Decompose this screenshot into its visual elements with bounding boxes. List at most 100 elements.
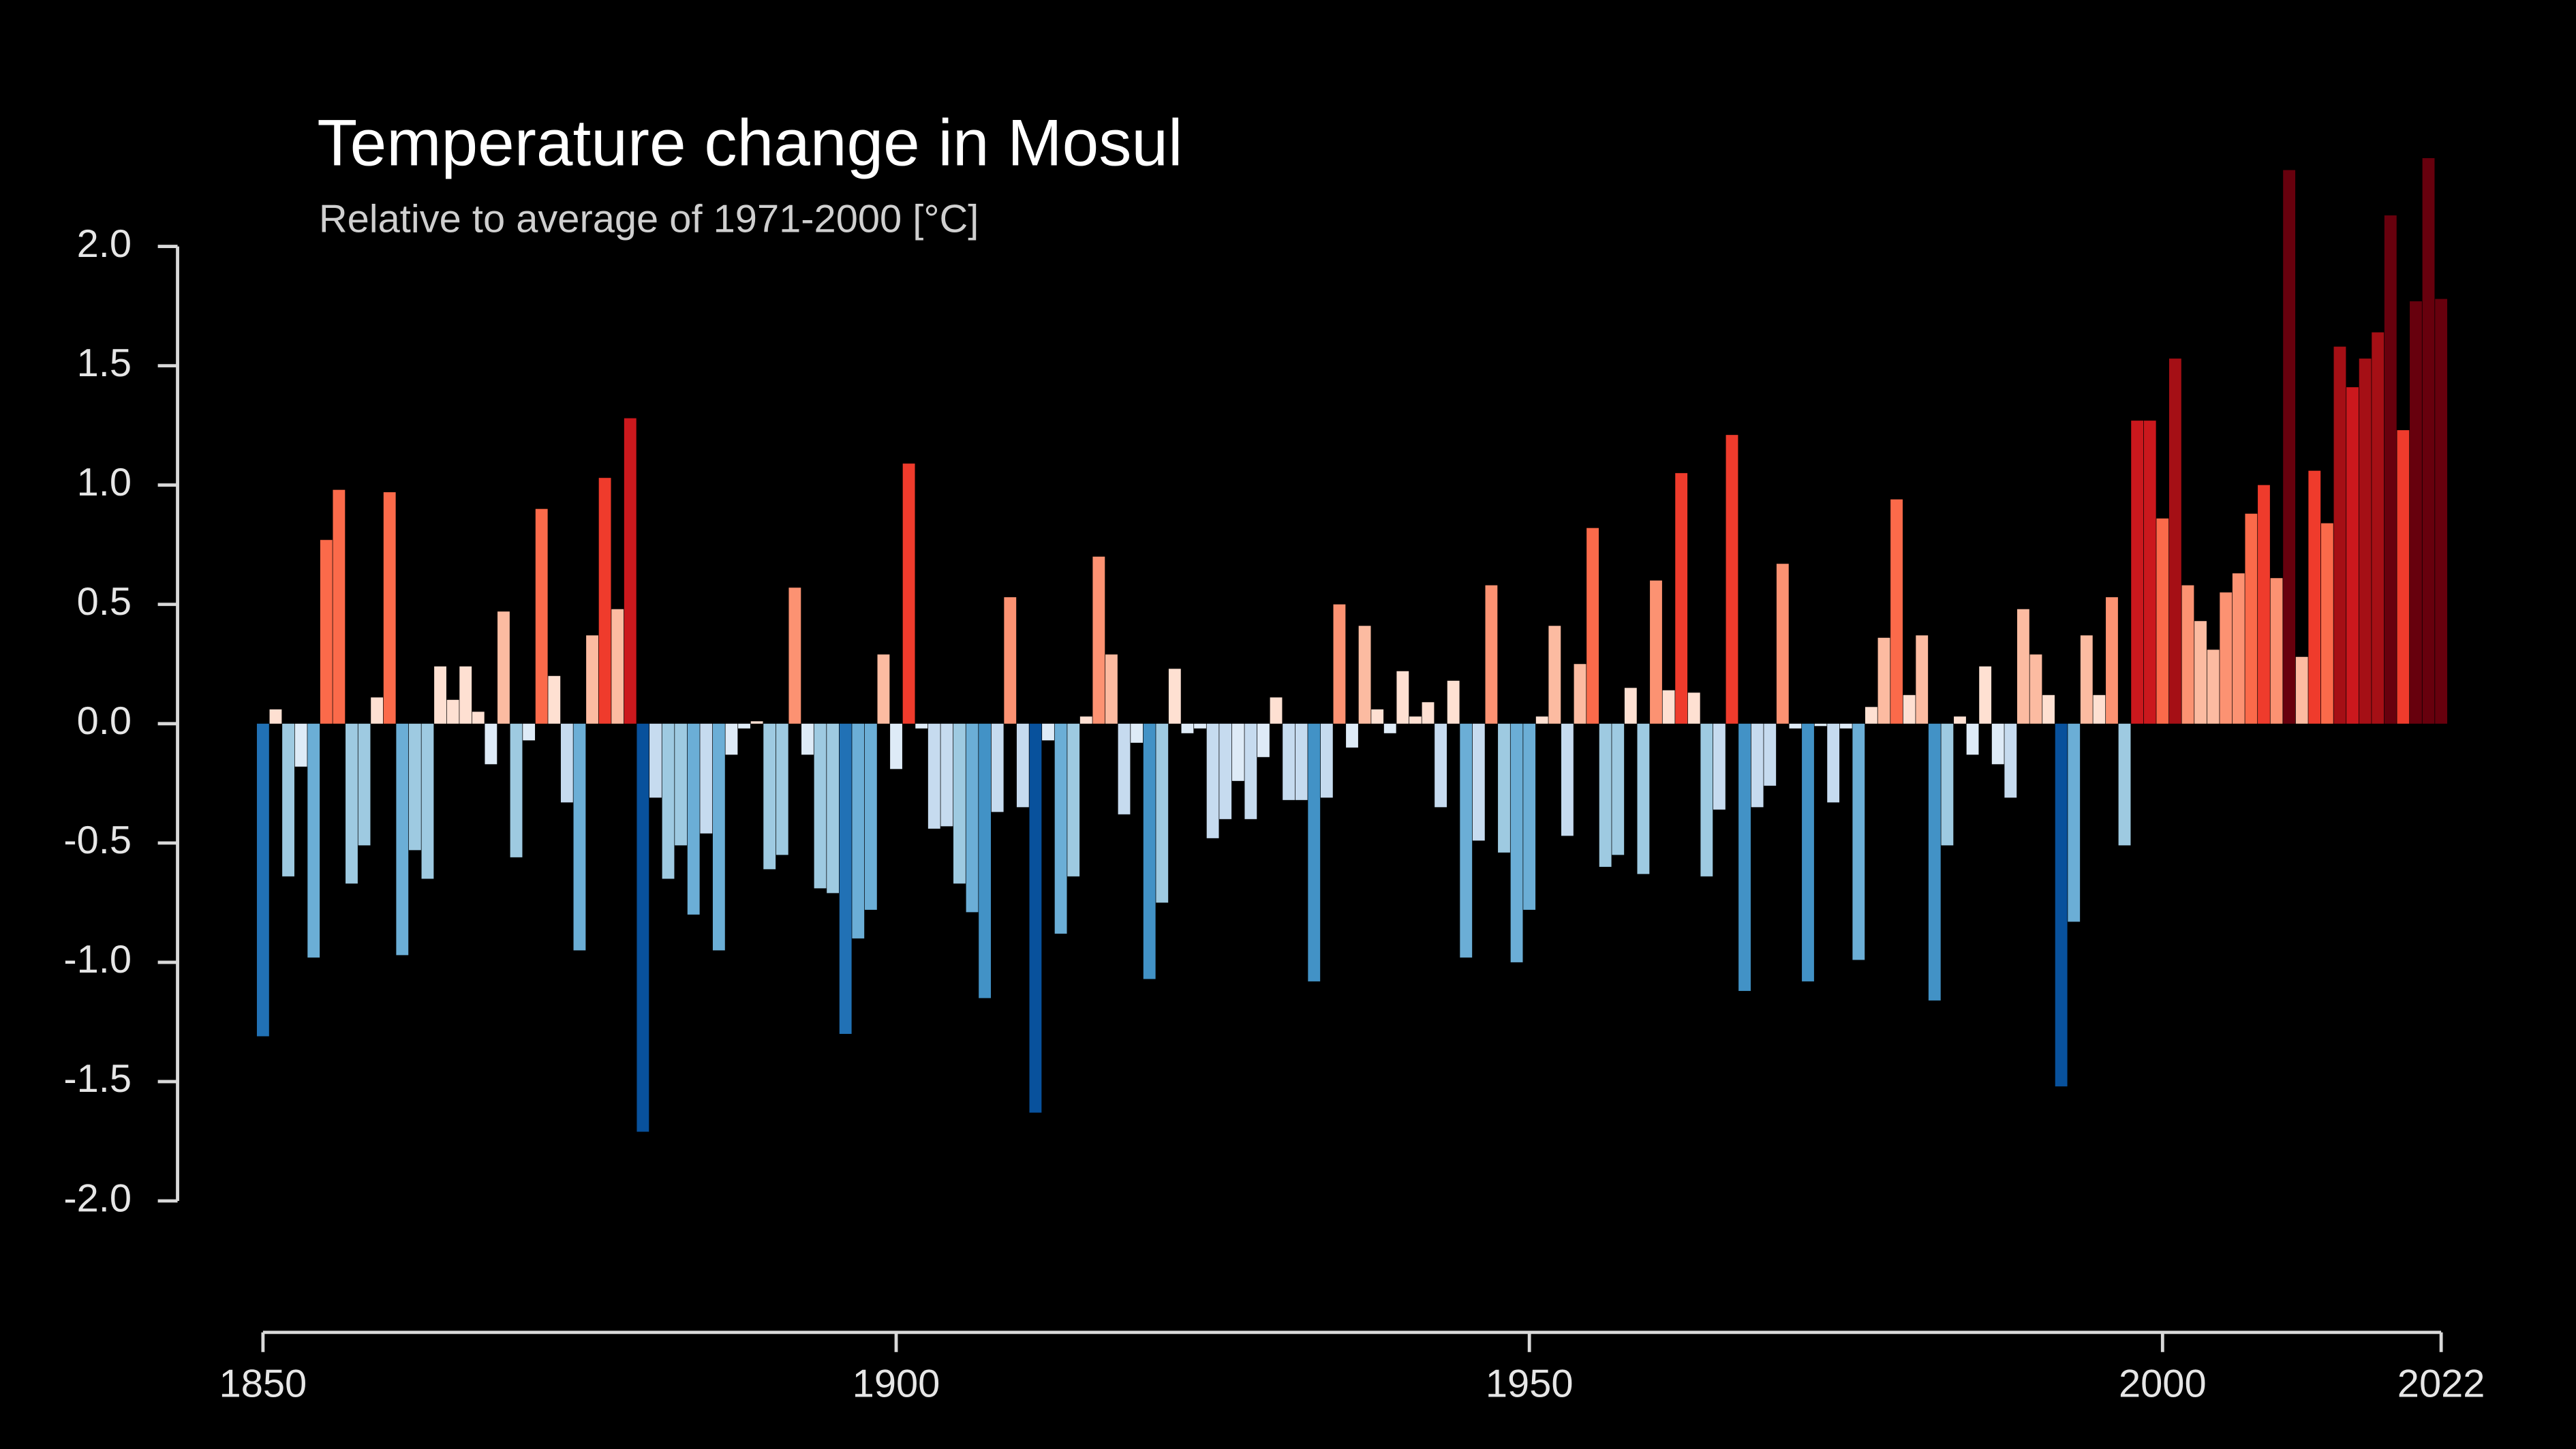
- bar: [1890, 499, 1903, 724]
- bar: [371, 697, 384, 724]
- bar: [1295, 723, 1308, 800]
- bar: [1662, 690, 1675, 724]
- bar: [1105, 654, 1118, 724]
- bar: [1029, 723, 1042, 1113]
- bar: [2068, 723, 2081, 922]
- bar: [1586, 528, 1599, 724]
- bar: [1485, 585, 1498, 724]
- bar: [763, 723, 776, 870]
- bar: [725, 723, 738, 755]
- bar: [2295, 656, 2308, 724]
- bar: [890, 723, 902, 769]
- bar: [1054, 723, 1067, 934]
- bar: [1839, 723, 1852, 729]
- bar: [1687, 692, 1700, 724]
- bar: [827, 723, 840, 894]
- bar: [1700, 723, 1713, 876]
- bar: [586, 635, 598, 724]
- bar: [1523, 723, 1536, 910]
- bar: [2029, 654, 2042, 724]
- bar: [1396, 671, 1409, 724]
- bar: [1168, 669, 1181, 724]
- bar: [662, 723, 675, 879]
- y-tick-label: 1.0: [77, 461, 132, 504]
- bar: [459, 666, 472, 724]
- bar: [2372, 332, 2385, 724]
- bar: [383, 492, 396, 724]
- bar: [788, 588, 801, 724]
- bar: [801, 723, 814, 755]
- x-tick-label: 2000: [2119, 1362, 2207, 1406]
- bar: [408, 723, 421, 851]
- bar: [902, 463, 915, 724]
- bar: [2346, 387, 2359, 724]
- bar: [358, 723, 371, 846]
- bar: [2270, 578, 2283, 724]
- bar: [2384, 215, 2397, 724]
- bar: [1865, 707, 1877, 724]
- bar: [346, 723, 358, 884]
- bar: [1308, 723, 1321, 981]
- bar: [573, 723, 586, 951]
- bar: [510, 723, 523, 857]
- bar: [1435, 723, 1447, 808]
- bar: [1510, 723, 1523, 962]
- bar: [2397, 430, 2410, 724]
- y-tick-label: -0.5: [63, 819, 132, 862]
- bar: [738, 723, 750, 729]
- bar: [1624, 688, 1637, 724]
- bar: [1979, 666, 1992, 724]
- bar: [2333, 346, 2346, 724]
- bar: [1118, 723, 1131, 814]
- bar: [269, 709, 282, 724]
- bar: [2143, 421, 2156, 724]
- bar: [2168, 359, 2181, 724]
- bar: [979, 723, 992, 998]
- bar: [2258, 485, 2270, 724]
- bar: [700, 723, 713, 834]
- y-tick-label: 2.0: [77, 222, 132, 266]
- bar: [560, 723, 573, 803]
- bar: [953, 723, 966, 884]
- bar: [675, 723, 688, 846]
- bar: [915, 723, 928, 729]
- bar: [1231, 723, 1244, 781]
- bar: [1535, 716, 1548, 724]
- bar: [2422, 158, 2435, 724]
- bar: [1131, 723, 1144, 743]
- bar: [1574, 664, 1586, 724]
- bar: [434, 666, 446, 724]
- bar: [1447, 680, 1460, 724]
- bar: [1802, 723, 1814, 981]
- y-tick-label: -1.0: [63, 938, 132, 981]
- bar: [2194, 621, 2207, 724]
- x-tick-label: 1900: [853, 1362, 940, 1406]
- bar: [966, 723, 979, 913]
- bar: [1675, 473, 1688, 724]
- bar: [548, 675, 561, 724]
- bar: [1548, 626, 1561, 724]
- bar: [1042, 723, 1054, 741]
- bar: [927, 723, 940, 829]
- bar: [1371, 709, 1384, 724]
- bar: [1092, 556, 1105, 724]
- bar: [2017, 609, 2029, 724]
- bar: [396, 723, 409, 956]
- bar: [852, 723, 865, 939]
- bar: [864, 723, 877, 910]
- bar: [687, 723, 700, 915]
- bar: [307, 723, 320, 958]
- bar: [1067, 723, 1080, 876]
- bar: [1194, 723, 1206, 729]
- bar: [256, 723, 269, 1037]
- bar: [1004, 597, 1017, 724]
- bar: [1333, 604, 1346, 724]
- y-tick-label: -2.0: [63, 1176, 132, 1220]
- bar: [1789, 723, 1802, 729]
- bar: [1383, 723, 1396, 733]
- bar: [472, 712, 485, 724]
- bar: [523, 723, 536, 741]
- bar: [497, 611, 510, 724]
- bar: [1966, 723, 1979, 755]
